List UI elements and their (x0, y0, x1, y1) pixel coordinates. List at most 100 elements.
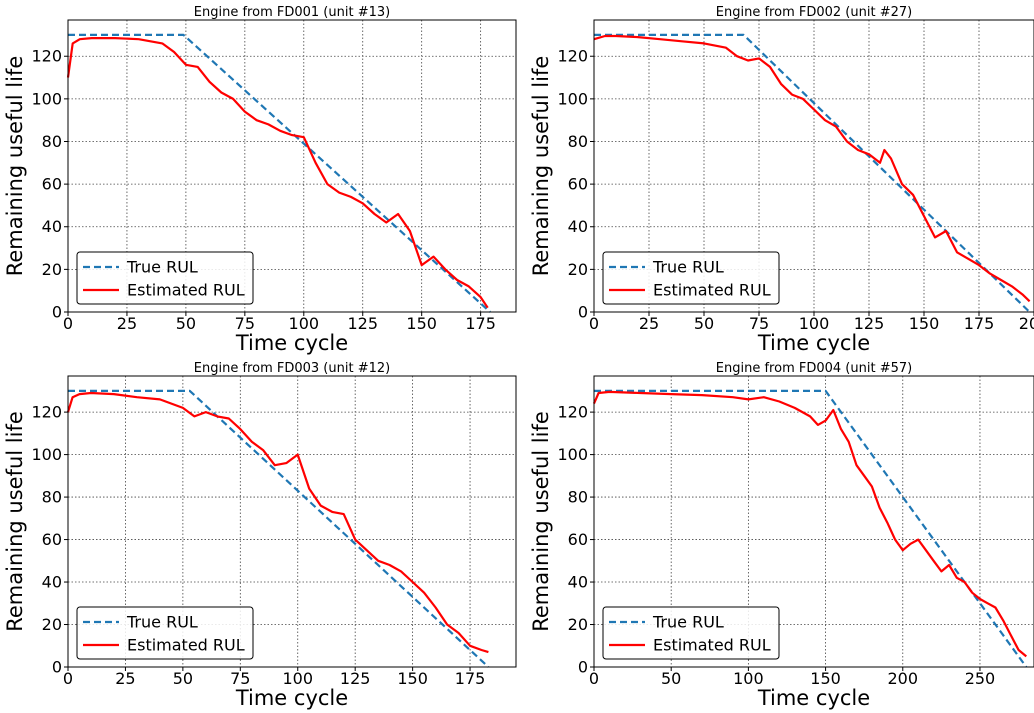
plot-frame (67, 375, 517, 668)
y-tick-label: 100 (31, 445, 62, 464)
y-tick-label: 80 (568, 132, 588, 151)
chart-panel-3: 0 25 50 75 100 125 150 175 0 20 40 60 80 100 120 Engine… (3, 361, 517, 710)
series-line-estimated-rul (66, 391, 489, 654)
legend-label-estimated-rul: Estimated RUL (653, 636, 771, 655)
x-tick-label: 100 (289, 314, 320, 333)
y-tick-label: 80 (568, 488, 588, 507)
series-line-true-rul (594, 389, 1028, 668)
y-tick-label: 120 (31, 47, 62, 66)
x-tick-label: 75 (230, 669, 250, 688)
y-tick-label: 20 (42, 260, 62, 279)
chart-title: Engine from FD001 (unit #13) (194, 5, 390, 20)
legend: True RUL Estimated RUL (602, 606, 780, 660)
series-line-true-rul (68, 389, 490, 668)
y-tick-label: 100 (557, 445, 588, 464)
y-tick-label: 120 (31, 403, 62, 422)
x-tick-label: 25 (639, 314, 659, 333)
y-axis-label: Remaining useful life (529, 56, 553, 277)
x-tick-label: 100 (733, 669, 764, 688)
y-tick-label: 40 (42, 217, 62, 236)
x-tick-label: 175 (465, 314, 496, 333)
legend-label-true-rul: True RUL (126, 613, 198, 632)
x-axis-label: Time cycle (757, 331, 870, 355)
x-tick-label: 150 (397, 669, 428, 688)
x-tick-label: 250 (965, 669, 996, 688)
x-tick-label: 75 (749, 314, 769, 333)
x-tick-label: 125 (340, 669, 371, 688)
y-tick-label: 40 (42, 573, 62, 592)
y-tick-label: 100 (31, 89, 62, 108)
legend: True RUL Estimated RUL (602, 251, 780, 305)
x-tick-label: 175 (455, 669, 486, 688)
x-tick-label: 25 (115, 669, 135, 688)
legend: True RUL Estimated RUL (76, 606, 254, 660)
legend-box (602, 606, 780, 660)
x-tick-label: 200 (887, 669, 918, 688)
y-tick-label: 0 (578, 658, 588, 677)
legend-label-true-rul: True RUL (652, 613, 724, 632)
x-tick-label: 50 (173, 669, 193, 688)
series-line-estimated-rul (592, 390, 1028, 658)
series-line-estimated-rul (593, 34, 1031, 303)
x-tick-label: 0 (63, 669, 73, 688)
y-tick-label: 80 (42, 132, 62, 151)
x-tick-label: 100 (799, 314, 830, 333)
y-tick-label: 20 (568, 615, 588, 634)
y-tick-label: 20 (568, 260, 588, 279)
x-tick-label: 150 (810, 669, 841, 688)
y-axis-label: Remaining useful life (3, 411, 27, 632)
x-tick-label: 75 (235, 314, 255, 333)
x-tick-label: 50 (694, 314, 714, 333)
legend: True RUL Estimated RUL (76, 251, 254, 305)
legend-label-estimated-rul: Estimated RUL (127, 636, 245, 655)
legend-label-true-rul: True RUL (126, 258, 198, 277)
y-axis-label: Remaining useful life (529, 411, 553, 632)
x-tick-label: 100 (282, 669, 313, 688)
chart-panel-1: 0 25 50 75 100 125 150 175 0 20 40 60 80 100 120 Engine… (3, 5, 517, 355)
y-tick-label: 60 (42, 530, 62, 549)
x-tick-label: 150 (406, 314, 437, 333)
legend-label-true-rul: True RUL (652, 258, 724, 277)
y-tick-label: 60 (568, 175, 588, 194)
plot-frame (67, 19, 517, 313)
legend-box (602, 251, 780, 305)
x-tick-label: 200 (1019, 314, 1034, 333)
y-tick-label: 40 (568, 573, 588, 592)
chart-panel-2: 0 25 50 75 100 125 150 175 200 0 20 40 60 80 100 120 Eng… (529, 5, 1034, 355)
x-tick-label: 0 (589, 669, 599, 688)
x-tick-label: 0 (63, 314, 73, 333)
x-tick-label: 125 (347, 314, 378, 333)
series-line-true-rul (594, 33, 1031, 313)
x-tick-label: 125 (854, 314, 885, 333)
x-tick-label: 50 (661, 669, 681, 688)
x-axis-label: Time cycle (235, 686, 348, 710)
chart-title: Engine from FD004 (unit #57) (716, 361, 912, 376)
x-tick-label: 0 (589, 314, 599, 333)
series-line-true-rul (68, 33, 491, 313)
legend-label-estimated-rul: Estimated RUL (653, 281, 771, 300)
y-tick-label: 0 (52, 658, 62, 677)
legend-label-estimated-rul: Estimated RUL (127, 281, 245, 300)
y-tick-label: 20 (42, 615, 62, 634)
x-tick-label: 175 (964, 314, 995, 333)
y-tick-label: 0 (578, 303, 588, 322)
x-tick-label: 150 (909, 314, 940, 333)
x-tick-label: 25 (117, 314, 137, 333)
chart-title: Engine from FD003 (unit #12) (194, 361, 390, 376)
x-axis-label: Time cycle (235, 331, 348, 355)
x-axis-label: Time cycle (757, 686, 870, 710)
series-line-estimated-rul (66, 37, 489, 309)
legend-box (76, 251, 254, 305)
chart-title: Engine from FD002 (unit #27) (716, 5, 912, 20)
y-tick-label: 100 (557, 89, 588, 108)
y-tick-label: 80 (42, 488, 62, 507)
y-tick-label: 0 (52, 303, 62, 322)
x-tick-label: 50 (176, 314, 196, 333)
y-tick-label: 120 (557, 403, 588, 422)
y-tick-label: 60 (568, 530, 588, 549)
y-tick-label: 120 (557, 47, 588, 66)
legend-box (76, 606, 254, 660)
plot-frame (593, 375, 1034, 668)
y-tick-label: 60 (42, 175, 62, 194)
